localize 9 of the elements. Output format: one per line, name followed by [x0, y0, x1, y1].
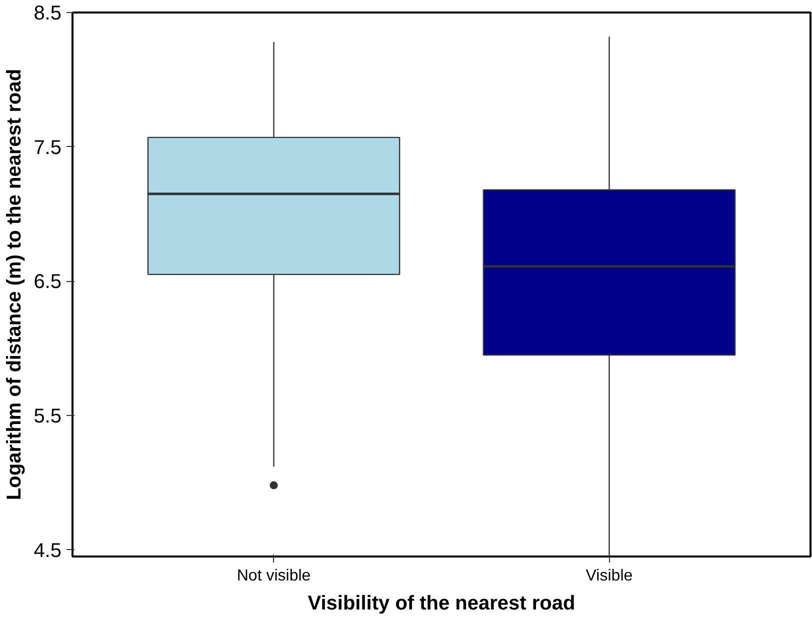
y-tick-label: 7.5: [34, 136, 62, 159]
y-tick-label: 5.5: [34, 405, 62, 428]
x-tick-label: Visible: [586, 568, 633, 584]
y-tick-label: 4.5: [34, 540, 62, 562]
x-axis-title: Visibility of the nearest road: [308, 592, 576, 614]
x-tick-label: Not visible: [236, 568, 311, 584]
y-tick-label: 8.5: [34, 2, 62, 24]
y-tick-label: 6.5: [34, 271, 62, 294]
y-axis-title: Logarithm of distance (m) to the nearest road: [4, 68, 26, 500]
